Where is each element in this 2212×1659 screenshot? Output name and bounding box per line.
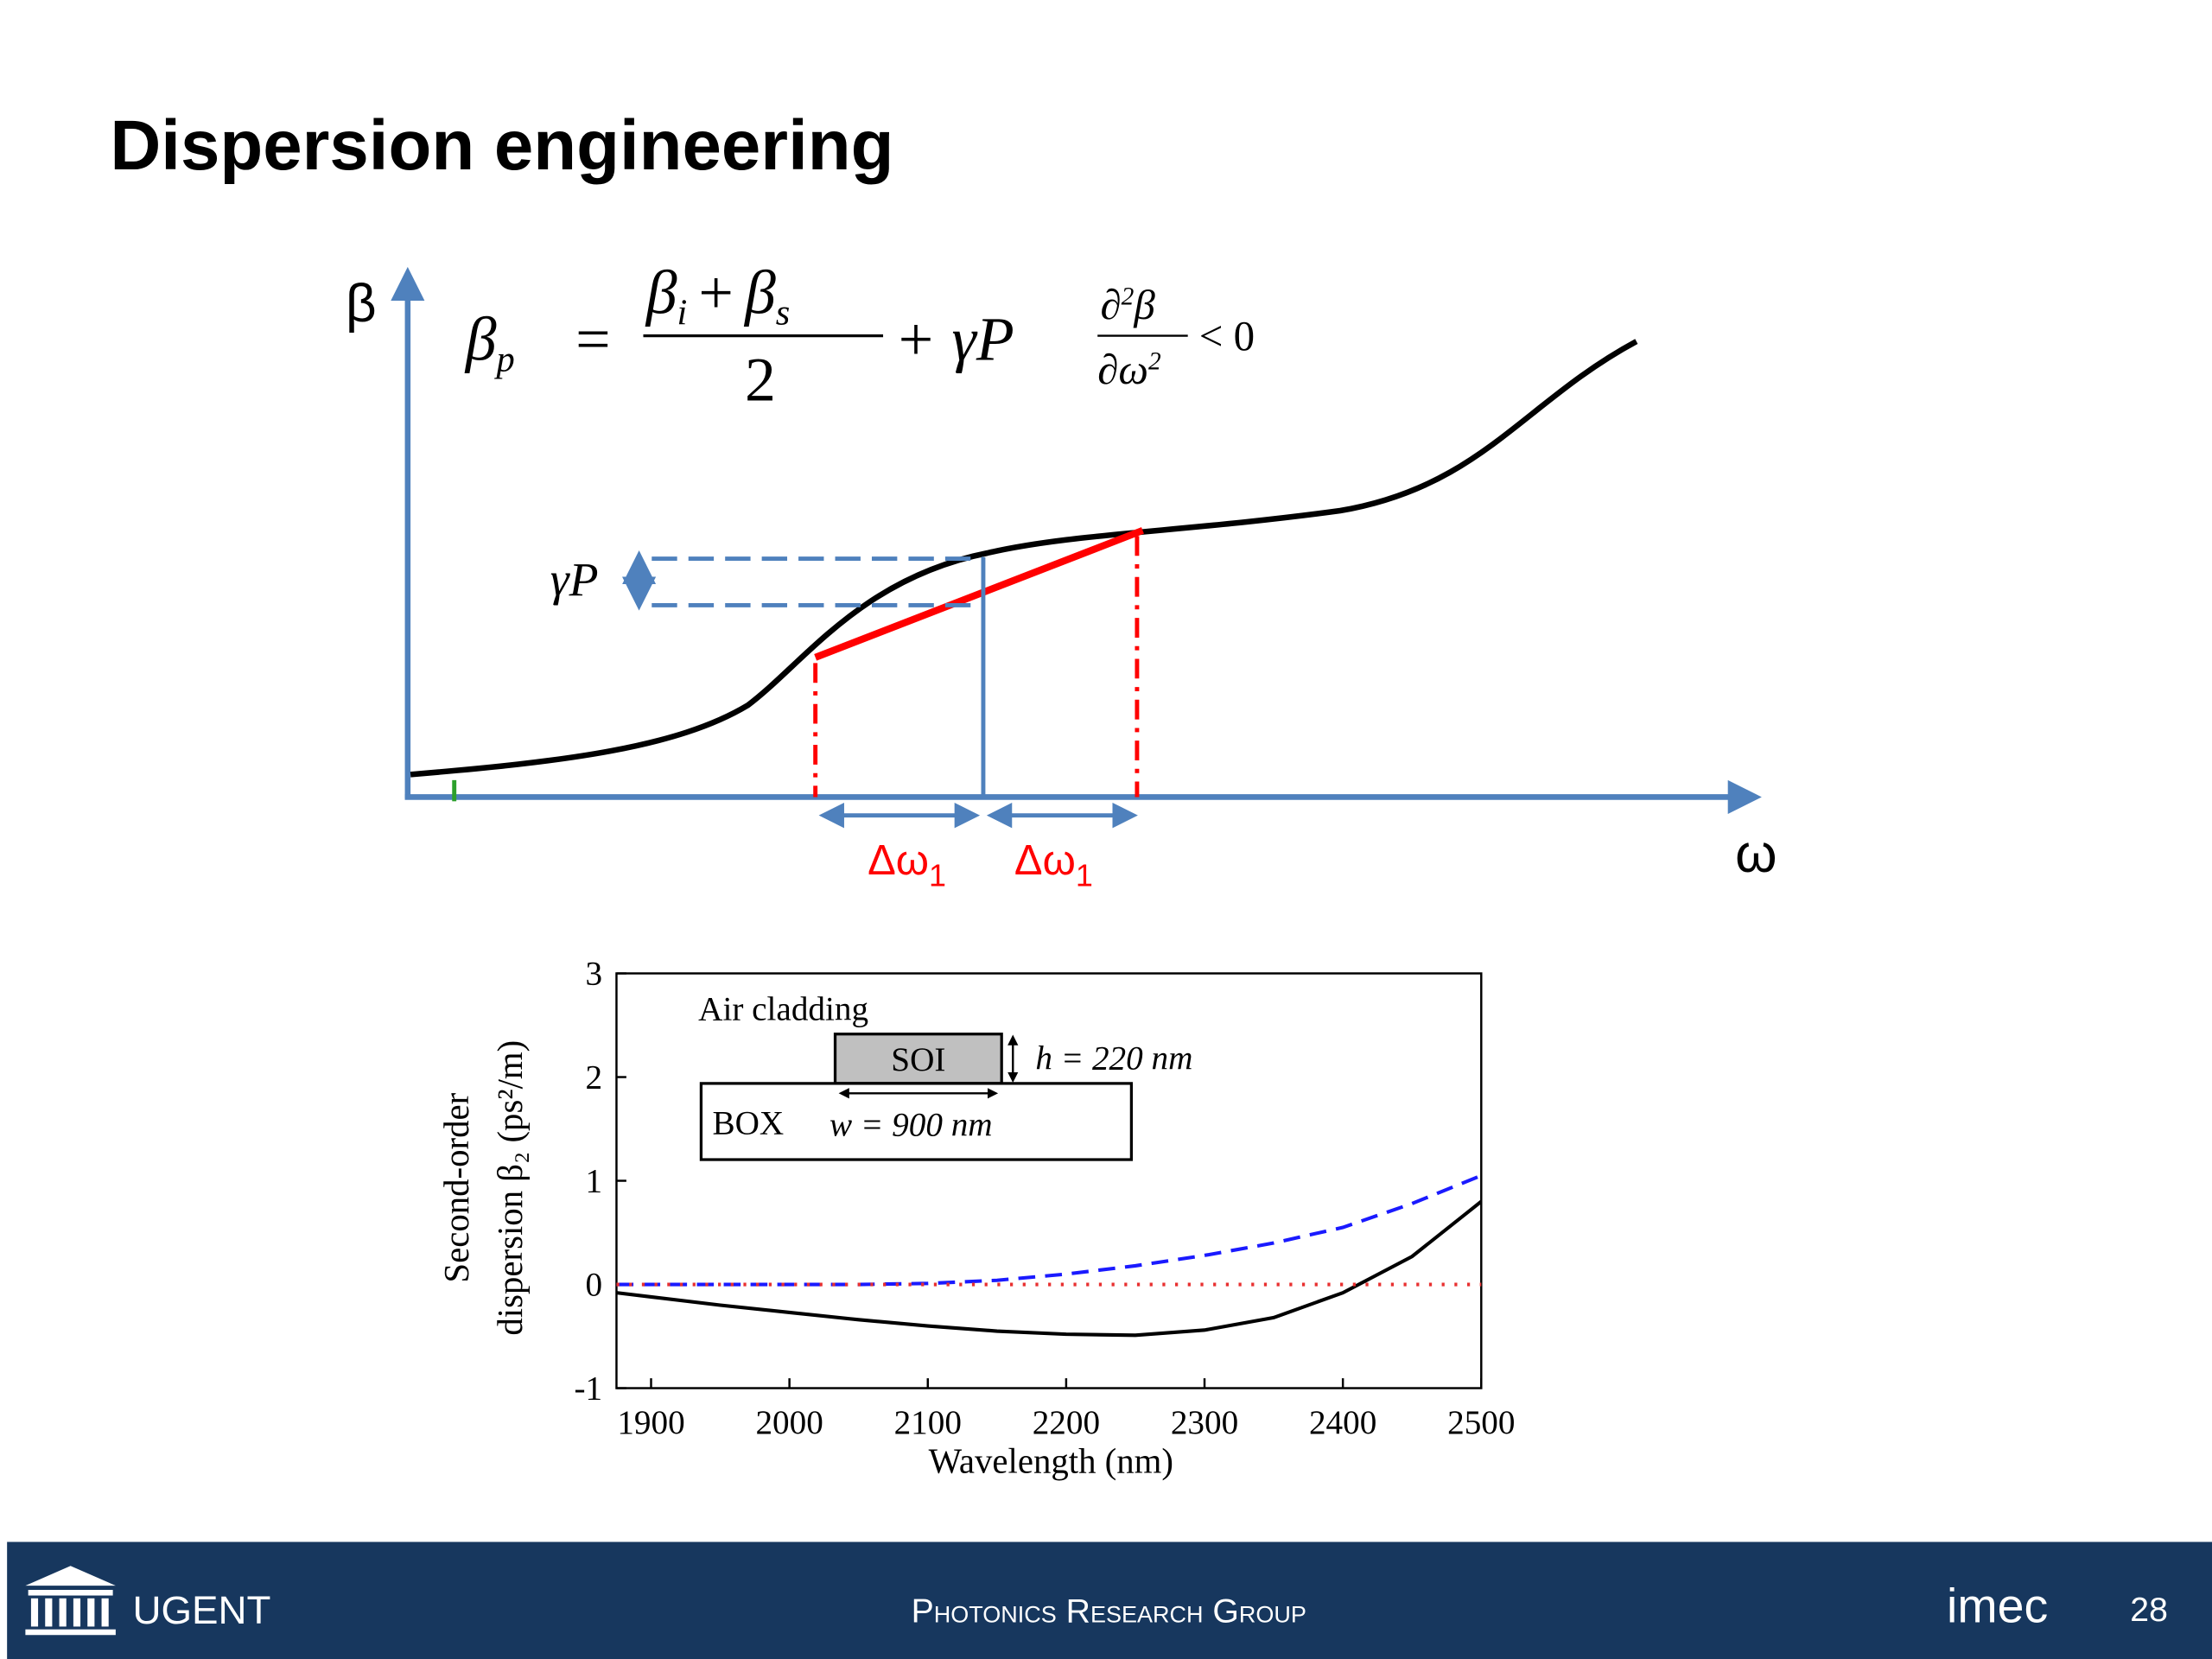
eq-sup: 2 (1148, 348, 1161, 376)
slide-title: Dispersion engineering (110, 106, 893, 185)
y-tick-label: -1 (575, 1370, 603, 1408)
data-line (616, 1173, 1483, 1287)
equation-lhs: βp (464, 304, 515, 379)
delta-sub: 1 (1076, 857, 1093, 893)
y-axis-title: Second-order (437, 1092, 476, 1282)
eq-part: ∂ (1100, 281, 1121, 328)
footer-logo: imec (1947, 1580, 2048, 1633)
delta-label: Δω1 (1014, 837, 1093, 893)
axis-label: β (346, 274, 377, 334)
delta-label: Δω1 (868, 837, 946, 893)
eq-part: β (645, 257, 677, 327)
y-tick-label: 3 (586, 956, 603, 993)
cond-numerator: ∂2β (1100, 281, 1155, 328)
ugent-logo (25, 1566, 116, 1636)
inset-label: BOX (712, 1105, 784, 1142)
x-tick-label: 2200 (1033, 1404, 1100, 1441)
x-tick-label: 2000 (755, 1404, 823, 1441)
axis-label: ω (1735, 824, 1777, 884)
eq-part: + (698, 257, 734, 327)
delta-sub: 1 (929, 857, 946, 893)
eq-part: β (464, 304, 497, 373)
eq-denominator: 2 (745, 346, 776, 415)
y-axis-title: dispersion β₂ (ps²/m) (491, 1040, 530, 1336)
eq-tail: + γP (894, 304, 1014, 373)
chart: Air cladding SOI BOX w = 900 nm h = 220 … (437, 956, 1515, 1481)
inset-label: SOI (891, 1041, 945, 1078)
gamma-label: γP (550, 554, 599, 607)
delta-text: Δω (868, 837, 929, 884)
y-tick-label: 1 (586, 1163, 603, 1200)
data-line (616, 1199, 1483, 1338)
equation: βp = βi + βs 2 + γP ∂2β ∂ω2 < 0 (464, 257, 1255, 414)
x-tick-label: 2100 (894, 1404, 962, 1441)
footer: UGENT Photonics Research Group imec 28 (7, 1541, 2212, 1659)
chord (814, 527, 1144, 661)
footer-left: UGENT (132, 1588, 270, 1632)
eq-part: ∂ω (1097, 346, 1148, 393)
y-tick-label: 2 (586, 1059, 603, 1096)
x-tick-label: 2400 (1309, 1404, 1376, 1441)
x-tick-label: 1900 (617, 1404, 684, 1441)
eq-sub: i (677, 293, 688, 334)
page-number: 28 (2130, 1592, 2168, 1629)
inset-label: w = 900 nm (830, 1106, 993, 1143)
inset-label: Air cladding (698, 990, 868, 1027)
x-tick-label: 2500 (1447, 1404, 1515, 1441)
footer-bar (7, 1541, 2212, 1659)
eq-part: β (743, 257, 776, 327)
delta-text: Δω (1014, 837, 1076, 884)
eq-sup: 2 (1122, 283, 1135, 311)
eq-numerator: βi + βs (645, 257, 791, 333)
plot-frame (615, 972, 1483, 1389)
dispersion-curve (410, 339, 1638, 778)
eq-part: β (1133, 281, 1155, 328)
eq-equals: = (575, 304, 611, 373)
inset: Air cladding SOI BOX w = 900 nm h = 220 … (698, 990, 1192, 1161)
footer-center: Photonics Research Group (912, 1593, 1306, 1630)
eq-sub: p (494, 339, 515, 379)
x-tick-label: 2300 (1171, 1404, 1238, 1441)
diagram: β ω γP Δω1 Δω1 βp = βi + βs 2 + γP ∂2β ∂ω2… (346, 257, 1777, 893)
cond-denominator: ∂ω2 (1097, 346, 1161, 393)
cond-relation: < 0 (1199, 312, 1255, 359)
eq-sub: s (776, 293, 791, 334)
y-tick-label: 0 (586, 1267, 603, 1304)
x-axis-title: Wavelength (nm) (929, 1441, 1173, 1480)
inset-label: h = 220 nm (1035, 1040, 1192, 1077)
